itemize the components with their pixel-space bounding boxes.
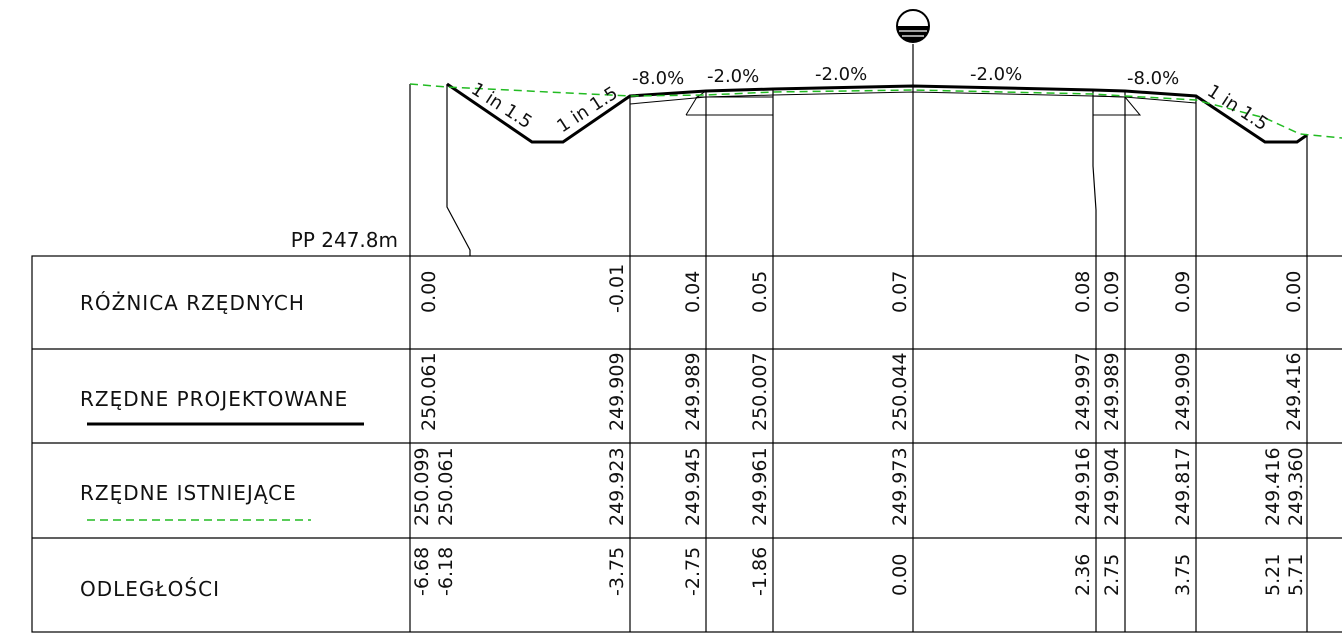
row-label-design: RZĘDNE PROJEKTOWANE bbox=[80, 387, 348, 411]
cell-difference: -0.01 bbox=[606, 264, 628, 313]
cell-existing: 249.416 bbox=[1262, 447, 1284, 526]
right-kerb-block bbox=[1092, 95, 1142, 116]
cell-difference: 0.09 bbox=[1101, 271, 1123, 313]
cell-offset: -3.75 bbox=[606, 547, 628, 596]
row-label-existing: RZĘDNE ISTNIEJĄCE bbox=[80, 481, 297, 505]
cell-existing: 249.916 bbox=[1072, 447, 1094, 526]
cell-existing: 249.360 bbox=[1285, 447, 1307, 526]
cell-design: 250.044 bbox=[889, 352, 911, 431]
water-level-symbol-icon bbox=[896, 9, 930, 43]
cell-existing: 249.923 bbox=[606, 447, 628, 526]
cell-difference: 0.00 bbox=[418, 271, 440, 313]
cell-existing: 249.817 bbox=[1172, 447, 1194, 526]
cell-design: 249.989 bbox=[682, 352, 704, 431]
cell-offset: 5.71 bbox=[1285, 554, 1307, 596]
slope-label: -2.0% bbox=[970, 64, 1022, 85]
cell-difference: 0.00 bbox=[1283, 271, 1305, 313]
cell-design: 249.909 bbox=[1172, 352, 1194, 431]
cell-existing: 250.099 bbox=[411, 447, 433, 526]
cell-difference: 0.04 bbox=[682, 271, 704, 313]
row-label-difference: RÓŻNICA RZĘDNYCH bbox=[80, 291, 305, 315]
cell-offset: 0.00 bbox=[889, 554, 911, 596]
left-kerb-block bbox=[685, 96, 774, 116]
datum-label: PP 247.8m bbox=[291, 228, 398, 252]
data-table bbox=[31, 255, 1342, 633]
cell-offset: 5.21 bbox=[1262, 554, 1284, 596]
existing-ground-line bbox=[409, 83, 1342, 139]
cell-design: 249.416 bbox=[1283, 352, 1305, 431]
cell-offset: -2.75 bbox=[682, 547, 704, 596]
row-label-offset: ODLEGŁOŚCI bbox=[80, 577, 220, 601]
cell-existing: 249.961 bbox=[749, 447, 771, 526]
slope-label: -8.0% bbox=[632, 68, 684, 89]
cell-offset: 2.36 bbox=[1072, 554, 1094, 596]
cell-design: 249.997 bbox=[1072, 352, 1094, 431]
cell-offset: 2.75 bbox=[1101, 554, 1123, 596]
cell-existing: 249.904 bbox=[1101, 447, 1123, 526]
cell-difference: 0.08 bbox=[1072, 271, 1094, 313]
cell-offset: -6.18 bbox=[435, 547, 457, 596]
cell-existing: 249.945 bbox=[682, 447, 704, 526]
cell-offset: -1.86 bbox=[749, 547, 771, 596]
cell-offset: -6.68 bbox=[411, 547, 433, 596]
cell-design: 250.007 bbox=[749, 352, 771, 431]
cell-difference: 0.07 bbox=[889, 271, 911, 313]
slope-label: -2.0% bbox=[707, 66, 759, 87]
cell-difference: 0.09 bbox=[1172, 271, 1194, 313]
cell-offset: 3.75 bbox=[1172, 554, 1194, 596]
cell-difference: 0.05 bbox=[749, 271, 771, 313]
slope-label: -8.0% bbox=[1127, 68, 1179, 89]
cell-design: 250.061 bbox=[418, 352, 440, 431]
cell-existing: 249.973 bbox=[889, 447, 911, 526]
cell-design: 249.989 bbox=[1101, 352, 1123, 431]
cell-design: 249.909 bbox=[606, 352, 628, 431]
slope-label: -2.0% bbox=[815, 64, 867, 85]
cell-existing: 250.061 bbox=[435, 447, 457, 526]
section-profile bbox=[409, 44, 1308, 256]
left-stake-line bbox=[446, 84, 471, 256]
